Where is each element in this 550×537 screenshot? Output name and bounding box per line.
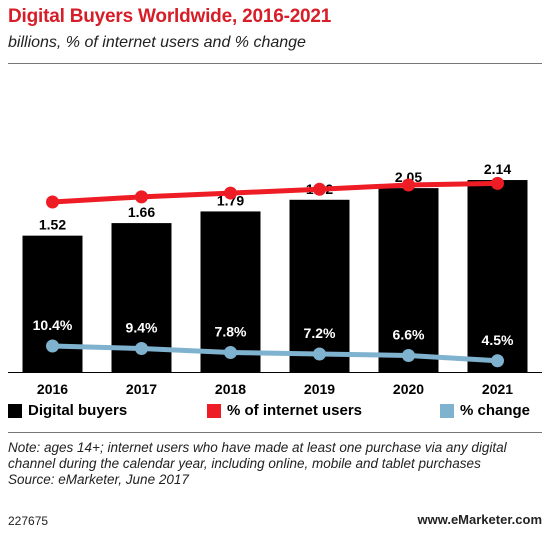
bar-2019 (289, 199, 350, 372)
pct-change-line (50, 343, 500, 364)
x-tick-label-2019: 2019 (304, 381, 335, 397)
pct-change-label-2017: 9.4% (126, 320, 158, 336)
pct-users-point-2017 (135, 190, 148, 204)
x-tick-label-2016: 2016 (37, 381, 68, 397)
legend-item-pct-users: % of internet users (207, 402, 362, 419)
pct-users-point-2019 (313, 182, 326, 196)
legend-label-pct-users: % of internet users (227, 402, 363, 419)
pct-change-point-2017 (135, 342, 148, 355)
bar-label-2020: 2.05 (395, 169, 422, 185)
legend-item-pct-change: % change (440, 402, 530, 419)
pct-change-point-2021 (491, 354, 504, 368)
pct-users-label-2016: 58.3% (33, 163, 73, 179)
x-tick-label-2018: 2018 (215, 381, 246, 397)
pct-users-label-2018: 61.6% (211, 154, 251, 170)
x-tick-label-2021: 2021 (482, 381, 513, 397)
pct-users-point-2020 (402, 178, 415, 192)
pct-users-label-2017: 60.2% (122, 158, 162, 174)
top-divider (8, 63, 542, 64)
source-text: Source: eMarketer, June 2017 (8, 472, 189, 487)
bar-2021 (467, 180, 528, 372)
legend-label-buyers: Digital buyers (28, 402, 128, 419)
pct-change-point-2020 (402, 349, 415, 362)
pct-users-line (50, 180, 500, 205)
bar-label-2017: 1.66 (128, 204, 155, 220)
chart-subtitle: billions, % of internet users and % chan… (8, 34, 306, 51)
bar-label-2018: 1.79 (217, 192, 244, 208)
chart-note: Note: ages 14+; internet users who have … (8, 440, 542, 488)
pct-change-point-2018 (224, 346, 237, 359)
note-text: Note: ages 14+; internet users who have … (8, 440, 507, 471)
pct-users-point-2018 (224, 186, 237, 200)
x-tick-label-2020: 2020 (393, 381, 424, 397)
brand-logo: www.eMarketer.com (417, 512, 542, 527)
x-tick-label-2017: 2017 (126, 381, 157, 397)
pct-users-label-2021: 65.2% (478, 144, 518, 160)
chart-id: 227675 (8, 514, 49, 528)
bar-label-2021: 2.14 (484, 161, 511, 177)
legend-swatch-pct-users (207, 403, 221, 418)
pct-change-point-2016 (46, 339, 59, 353)
note-divider (8, 432, 542, 433)
pct-change-label-2018: 7.8% (215, 324, 247, 340)
legend-label-pct-change: % change (460, 402, 531, 419)
pct-change-point-2019 (313, 347, 326, 361)
bar-2018 (200, 211, 261, 372)
pct-change-label-2019: 7.2% (304, 325, 336, 341)
chart-legend: Digital buyers % of internet users % cha… (8, 402, 542, 426)
pct-users-point-2021 (491, 176, 504, 190)
pct-change-label-2020: 6.6% (393, 327, 425, 343)
legend-item-digital-buyers: Digital buyers (8, 402, 127, 419)
pct-change-label-2021: 4.5% (482, 332, 514, 348)
pct-users-label-2020: 64.6% (389, 146, 429, 162)
legend-swatch-pct-change (440, 403, 454, 418)
chart-title: Digital Buyers Worldwide, 2016-2021 (8, 6, 332, 27)
bar-2020 (378, 188, 439, 372)
pct-users-label-2019: 63.0% (300, 150, 340, 166)
bar-label-2016: 1.52 (39, 217, 66, 233)
legend-swatch-buyers (8, 403, 22, 418)
pct-change-label-2016: 10.4% (33, 317, 73, 333)
pct-users-point-2016 (46, 195, 59, 209)
combo-chart: 1.521.661.791.922.052.142016201720182019… (8, 144, 542, 397)
